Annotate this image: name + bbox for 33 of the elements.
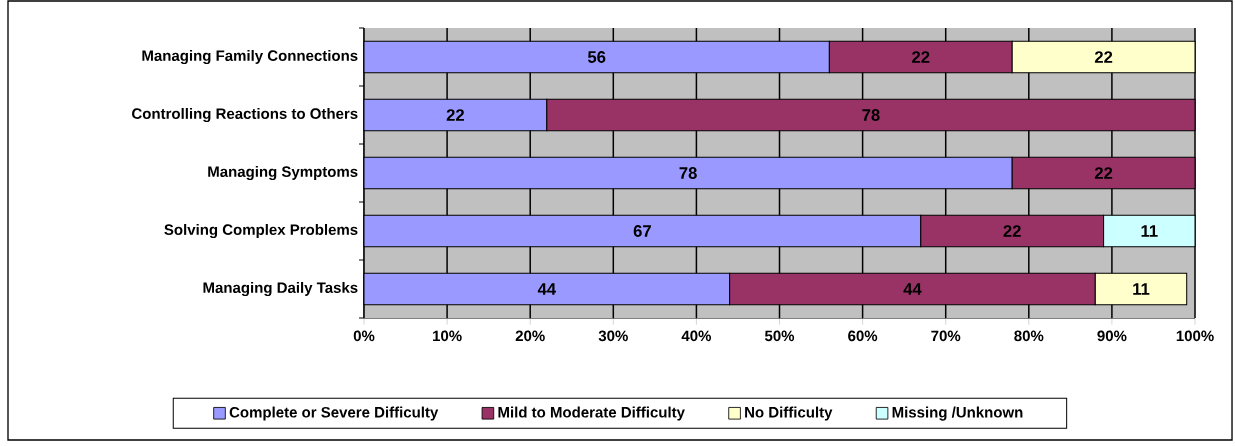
data-label: 56 [587, 51, 606, 63]
legend-label: Missing /Unknown [892, 406, 1023, 421]
y-tick-label: Managing Symptoms [208, 165, 358, 181]
data-label: 78 [862, 109, 880, 121]
y-tick-label: Managing Family Connections [142, 49, 358, 65]
legend-label: Mild to Moderate Difficulty [498, 406, 685, 421]
x-tick-label: 0% [353, 330, 375, 342]
x-tick-label: 90% [1097, 330, 1127, 342]
data-label: 22 [446, 109, 465, 121]
data-label: 22 [1003, 225, 1021, 237]
x-tick-label: 70% [931, 330, 961, 342]
x-tick-label: 40% [681, 330, 712, 342]
x-tick-label: 20% [515, 330, 545, 342]
x-tick-label: 10% [433, 330, 462, 342]
y-tick-label: Controlling Reactions to Others [132, 107, 358, 123]
y-tick-label: Solving Complex Problems [164, 223, 358, 239]
x-tick-label: 60% [848, 330, 878, 342]
x-tick-label: 80% [1014, 330, 1044, 342]
x-tick-label: 30% [598, 330, 628, 342]
data-label: 11 [1133, 283, 1150, 295]
data-label: 22 [1094, 51, 1113, 63]
x-tick-label: 100% [1176, 330, 1214, 342]
data-label: 67 [633, 225, 651, 237]
data-label: 22 [1094, 167, 1113, 179]
data-label: 11 [1141, 225, 1158, 237]
x-tick-label: 50% [764, 330, 795, 342]
data-label: 44 [903, 283, 922, 295]
data-label: 78 [679, 167, 697, 179]
legend-label: Complete or Severe Difficulty [229, 406, 439, 421]
y-tick-label: Managing Daily Tasks [203, 281, 358, 297]
data-label: 22 [912, 51, 930, 63]
data-label: 44 [537, 283, 556, 295]
legend-label: No Difficulty [745, 406, 833, 421]
